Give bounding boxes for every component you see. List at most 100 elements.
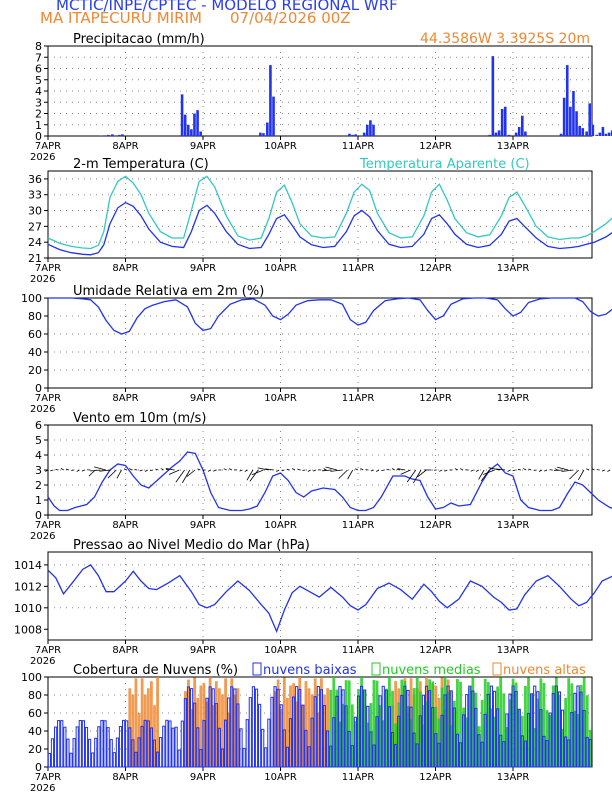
wind-arrow bbox=[165, 468, 175, 471]
cloud-bar-mid bbox=[508, 699, 512, 767]
wind-arrow bbox=[197, 468, 201, 471]
wind-arrow bbox=[239, 469, 243, 472]
cloud-bar-low bbox=[434, 733, 438, 768]
precip-bar bbox=[591, 124, 595, 136]
cloud-bar-low bbox=[455, 733, 460, 768]
y-tick-label: 33 bbox=[28, 189, 42, 202]
y-tick-label: 3 bbox=[35, 464, 42, 477]
cloud-bar-high bbox=[187, 679, 190, 767]
x-tick-label: 11APR bbox=[342, 772, 375, 783]
cloud-bar-mid bbox=[536, 698, 540, 767]
cloud-bar-low bbox=[146, 720, 150, 768]
cloud-bar-low bbox=[165, 719, 169, 768]
wind-arrow bbox=[322, 469, 332, 472]
cloud-bar-low bbox=[474, 707, 478, 768]
precip-bar bbox=[99, 135, 102, 136]
cloud-bar-high bbox=[301, 705, 305, 767]
cloud-bar-mid bbox=[530, 693, 534, 767]
cloud-bar-low bbox=[539, 709, 543, 768]
x-tick-label: 10APR bbox=[264, 772, 297, 783]
cloud-bar-high bbox=[316, 712, 320, 767]
cloud-bar-mid bbox=[465, 717, 469, 767]
wind-arrow bbox=[144, 469, 149, 472]
cloud-bar-mid bbox=[335, 689, 339, 767]
precip-bar bbox=[362, 132, 366, 136]
cloud-bar-low bbox=[508, 693, 512, 768]
wind-arrow bbox=[528, 468, 532, 471]
wind-arrow bbox=[397, 468, 406, 471]
cloud-bar-high bbox=[202, 683, 206, 767]
y-tick-label: 60 bbox=[28, 707, 42, 720]
y-tick-label: 100 bbox=[21, 671, 42, 684]
precip-bar bbox=[118, 134, 121, 136]
wind-arrow bbox=[512, 469, 516, 472]
cloud-bar-high bbox=[153, 705, 156, 767]
cloud-bar-low bbox=[140, 725, 144, 768]
wind-arrow bbox=[249, 469, 259, 482]
cloud-bar-mid bbox=[452, 700, 456, 767]
x-tick-label: 12APR bbox=[419, 520, 452, 531]
precip-bar bbox=[598, 132, 602, 136]
x-tick-label: 7APR bbox=[35, 141, 61, 152]
cloud-bar-low bbox=[248, 697, 252, 768]
cloud-bar-low bbox=[84, 726, 89, 768]
cloud-bar-low bbox=[152, 739, 157, 768]
cloud-bar-mid bbox=[415, 677, 419, 767]
precip-bar bbox=[196, 110, 199, 136]
precip-bar bbox=[190, 129, 193, 136]
cloud-bar-mid bbox=[554, 677, 558, 767]
wind-arrow bbox=[160, 468, 164, 471]
wind-arrow bbox=[347, 469, 354, 480]
cloud-bar-low bbox=[217, 727, 221, 768]
cloud-bar-mid bbox=[527, 677, 530, 767]
cloud-bar-low bbox=[329, 745, 333, 768]
wind-arrow bbox=[475, 469, 480, 472]
year-label: 2026 bbox=[30, 152, 55, 163]
wind-arrow bbox=[251, 469, 264, 476]
precip-bar bbox=[180, 94, 184, 136]
wind-arrow bbox=[228, 468, 233, 471]
cloud-bar-low bbox=[372, 744, 376, 768]
cloud-bar-low bbox=[548, 712, 552, 768]
x-tick-label: 13APR bbox=[497, 141, 530, 152]
cloud-bar-low bbox=[180, 720, 184, 768]
cloud-bar-high bbox=[276, 679, 280, 767]
precip-bar bbox=[121, 134, 124, 136]
cloud-bar-low bbox=[576, 685, 580, 768]
precip-bar bbox=[111, 134, 114, 136]
cloud-bar-low bbox=[258, 703, 262, 768]
series-line-humidity bbox=[48, 297, 612, 335]
cloud-bar-high bbox=[199, 685, 203, 767]
cloud-bar-high bbox=[323, 694, 326, 767]
cloud-bar-mid bbox=[406, 705, 410, 767]
series-line-wind bbox=[47, 451, 612, 512]
cloud-bar-low bbox=[471, 690, 475, 768]
cloud-bar-low bbox=[81, 720, 85, 768]
cloud-bar-low bbox=[205, 697, 209, 768]
cloud-bar-low bbox=[298, 688, 302, 768]
cloud-bar-mid bbox=[409, 719, 413, 767]
cloud-bar-low bbox=[560, 709, 565, 768]
cloud-bar-high bbox=[193, 677, 197, 767]
wind-arrow bbox=[312, 469, 317, 472]
wind-arrow bbox=[376, 469, 380, 472]
cloud-bar-low bbox=[458, 742, 463, 768]
wind-arrow bbox=[257, 467, 269, 471]
cloud-bar-low bbox=[564, 736, 568, 768]
cloud-bar-mid bbox=[564, 697, 568, 767]
cloud-bar-low bbox=[424, 685, 429, 768]
wind-arrow bbox=[65, 468, 70, 471]
cloud-bar-low bbox=[557, 691, 562, 768]
cloud-bar-mid bbox=[514, 682, 518, 767]
cloud-bar-low bbox=[502, 741, 506, 768]
cloud-bar-low bbox=[69, 752, 73, 768]
x-tick-label: 10APR bbox=[264, 393, 297, 404]
cloud-bar-low bbox=[137, 737, 141, 768]
cloud-bar-high bbox=[214, 681, 218, 767]
wind-arrow bbox=[286, 468, 290, 471]
year-label: 2026 bbox=[30, 531, 55, 542]
cloud-bar-mid bbox=[344, 680, 348, 767]
x-tick-label: 11APR bbox=[342, 141, 375, 152]
cloud-bar-mid bbox=[418, 691, 422, 767]
wind-arrow bbox=[99, 469, 112, 472]
